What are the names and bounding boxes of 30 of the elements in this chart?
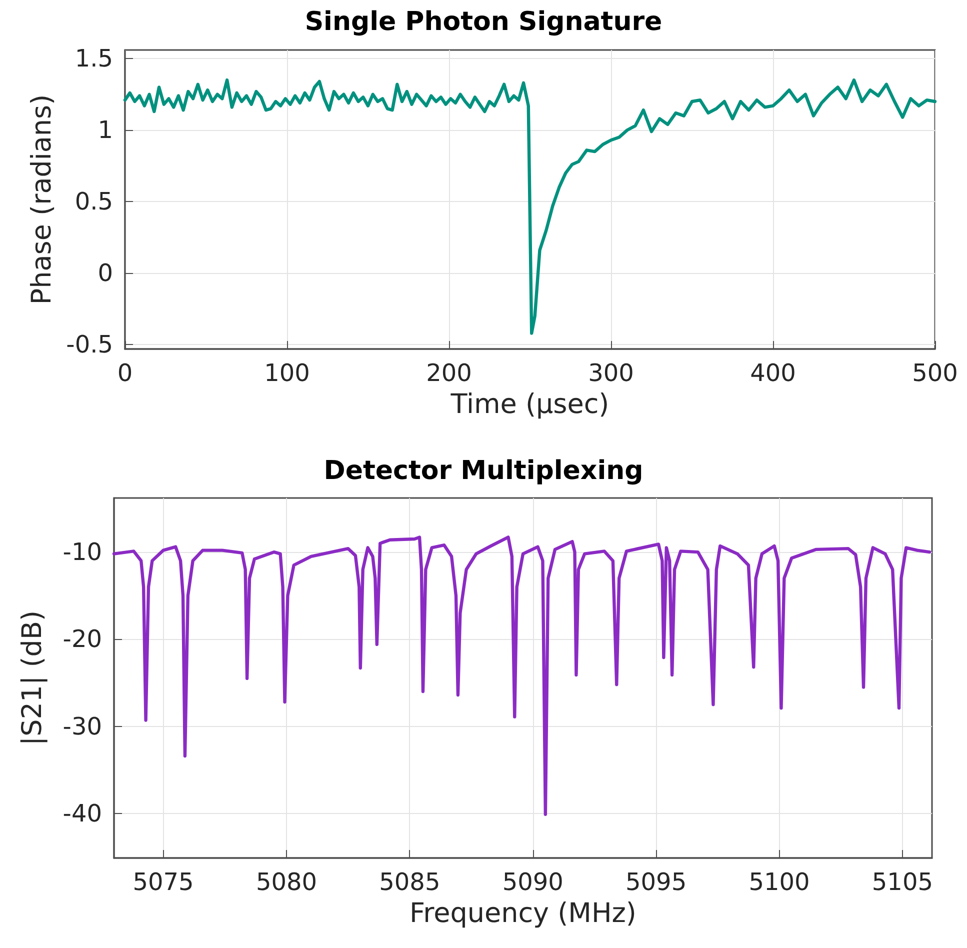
x-tick-label: 5080: [256, 868, 318, 896]
y-axis-title: |S21| (dB): [17, 610, 48, 746]
y-tick-label: -20: [62, 625, 102, 654]
x-tick-label: 5105: [872, 868, 933, 896]
y-tick-label: 0: [98, 259, 113, 288]
y-tick-label: 1.5: [74, 44, 113, 73]
x-tick-label: 500: [912, 359, 958, 387]
x-tick-label: 5095: [626, 868, 687, 896]
y-tick-label: -10: [62, 538, 102, 566]
y-tick-label: -40: [62, 800, 102, 828]
x-tick-label: 0: [117, 359, 133, 387]
y-tick-label: 0.5: [74, 188, 113, 216]
x-tick-label: 5100: [748, 868, 810, 896]
chart-title: Single Photon Signature: [304, 7, 662, 37]
x-tick-label: 100: [264, 359, 310, 387]
line-series: [112, 536, 932, 816]
x-axis-title: Time (μsec): [450, 389, 610, 420]
x-tick-label: 300: [588, 359, 634, 387]
x-tick-label: 400: [750, 359, 796, 387]
chart-title: Detector Multiplexing: [324, 456, 644, 486]
y-tick-label: 1: [98, 116, 113, 144]
x-tick-label: 5085: [379, 868, 440, 896]
y-axis-title: Phase (radians): [26, 94, 58, 305]
line-series: [123, 78, 937, 335]
x-tick-label: 5075: [132, 868, 194, 896]
y-tick-label: -30: [62, 712, 102, 740]
y-tick-label: -0.5: [66, 330, 113, 359]
x-tick-label: 5090: [502, 868, 564, 896]
x-tick-label: 200: [426, 359, 472, 387]
x-axis-title: Frequency (MHz): [410, 898, 636, 929]
